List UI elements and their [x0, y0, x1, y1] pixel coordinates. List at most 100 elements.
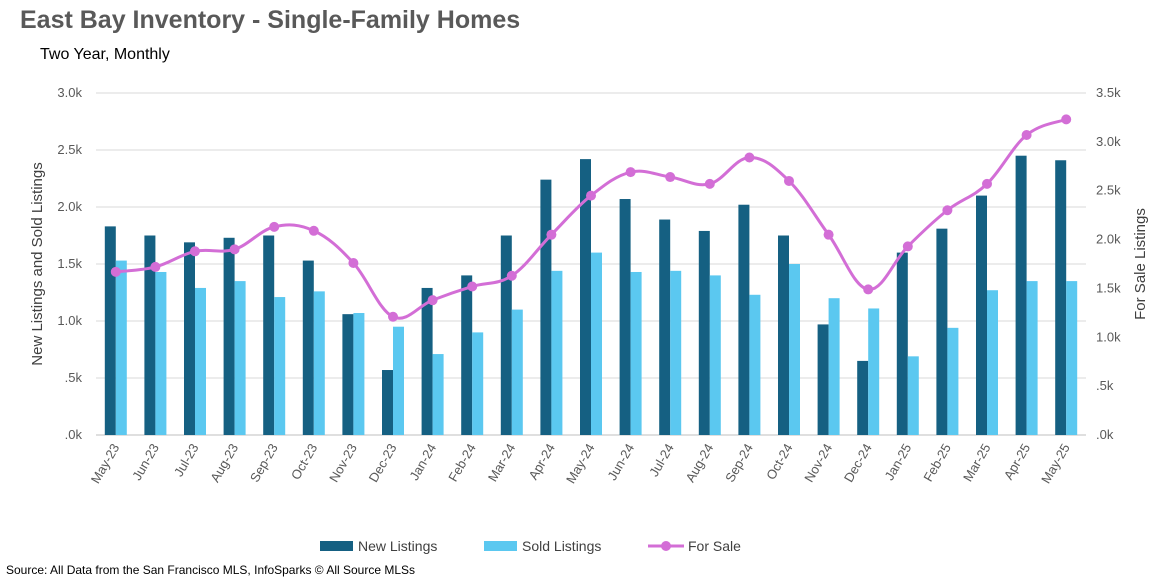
sold-listings-bar: [511, 309, 523, 435]
new-listings-bar: [619, 199, 631, 435]
for-sale-point: [546, 229, 557, 240]
legend-label: New Listings: [358, 538, 437, 554]
right-axis-ticks: .0k .5k 1.0k 1.5k 2.0k 2.5k 3.0k 3.5k: [1096, 85, 1121, 442]
new-listings-bar: [936, 228, 948, 435]
new-listings-bar: [976, 195, 987, 435]
x-tick-label: May-25: [1038, 441, 1073, 486]
left-axis-ticks: .0k .5k 1.0k 1.5k 2.0k 2.5k 3.0k: [57, 85, 82, 442]
y2-tick-label: 1.0k: [1096, 329, 1121, 344]
y2-tick-label: .0k: [1096, 427, 1114, 442]
source-note: Source: All Data from the San Francisco …: [6, 563, 416, 577]
y2-tick-label: 3.0k: [1096, 134, 1121, 149]
new-listings-bar: [698, 230, 710, 435]
new-listings-bar: [1055, 160, 1067, 435]
sold-listings-bar: [313, 291, 325, 435]
new-listings-bar: [540, 179, 552, 435]
new-listings-bar: [896, 252, 908, 435]
sold-listings-bar: [155, 271, 167, 435]
x-tick-label: Oct-24: [763, 441, 795, 482]
legend-swatch: [484, 541, 517, 551]
new-listings-bar: [1015, 155, 1027, 435]
chart-subtitle: Two Year, Monthly: [40, 46, 170, 63]
x-tick-label: Nov-24: [801, 441, 835, 485]
sold-listings-bar: [472, 332, 484, 435]
for-sale-line: [110, 114, 1072, 322]
for-sale-point: [506, 270, 517, 281]
legend-marker: [661, 541, 671, 551]
y-tick-label: 2.0k: [57, 199, 82, 214]
for-sale-point: [348, 258, 359, 269]
new-listings-bar: [580, 159, 591, 435]
x-tick-label: Mar-25: [960, 441, 994, 484]
legend-item-for-sale: For Sale: [648, 538, 741, 554]
for-sale-point: [784, 175, 794, 186]
sold-listings-bar: [551, 270, 563, 435]
x-tick-label: May-24: [563, 441, 598, 486]
sold-listings-bar: [907, 356, 919, 435]
for-sale-point: [982, 178, 992, 189]
x-axis-ticks: May-23 Jun-23 Jul-23 Aug-23 Sep-23 Oct-23 Nov-…: [88, 441, 1073, 486]
new-listings-bar: [857, 360, 869, 435]
new-listings-bar: [144, 235, 156, 435]
x-tick-label: Feb-25: [920, 441, 954, 484]
x-tick-label: May-23: [88, 441, 123, 486]
y2-tick-label: 3.5k: [1096, 85, 1121, 100]
for-sale-point: [942, 205, 953, 216]
sold-listings-bar: [789, 264, 800, 435]
for-sale-point: [863, 284, 874, 295]
for-sale-point: [744, 152, 755, 163]
new-listings-bar: [184, 242, 195, 435]
chart-title: East Bay Inventory - Single-Family Homes: [20, 6, 521, 34]
for-sale-point: [467, 281, 478, 292]
new-listings-bar: [302, 260, 314, 435]
x-tick-label: Sep-24: [722, 441, 756, 485]
x-tick-label: Aug-24: [682, 441, 716, 485]
sold-listings-bar: [353, 313, 365, 435]
for-sale-point: [665, 172, 676, 183]
y-tick-label: 2.5k: [57, 142, 82, 157]
x-tick-label: Aug-23: [207, 441, 241, 485]
new-listings-bar: [223, 237, 235, 435]
sold-listings-bar: [1066, 281, 1078, 435]
new-listings-bar: [382, 370, 393, 435]
y2-tick-label: 2.5k: [1096, 183, 1121, 198]
legend: New Listings Sold Listings For Sale: [320, 538, 741, 554]
new-listings-bar: [461, 275, 473, 435]
sold-listings-bar: [868, 308, 880, 435]
new-listings-bar: [778, 235, 789, 435]
x-tick-label: Apr-24: [525, 441, 558, 482]
legend-label: Sold Listings: [522, 538, 601, 554]
new-listings-bar: [104, 226, 116, 435]
new-listings-bar: [817, 324, 829, 435]
for-sale-point: [427, 295, 438, 306]
y-axis-title: New Listings and Sold Listings: [29, 162, 46, 365]
sold-listings-bar: [274, 297, 286, 435]
legend-item-sold-listings: Sold Listings: [484, 538, 601, 554]
y2-tick-label: .5k: [1096, 378, 1114, 393]
for-sale-point: [150, 261, 161, 272]
sold-listings-bar: [749, 294, 761, 435]
new-listings-bar: [500, 235, 512, 435]
for-sale-point: [388, 311, 398, 322]
y2-tick-label: 2.0k: [1096, 232, 1121, 247]
sold-listings-bar: [591, 252, 602, 435]
x-tick-label: Dec-24: [841, 441, 875, 485]
for-sale-point: [308, 225, 319, 236]
y-tick-label: 1.0k: [57, 313, 82, 328]
for-sale-point: [1061, 114, 1072, 125]
x-tick-label: Sep-23: [247, 441, 281, 485]
y-tick-label: .5k: [65, 370, 83, 385]
for-sale-point: [190, 246, 200, 257]
bars: [104, 155, 1078, 435]
sold-listings-bar: [987, 290, 998, 435]
sold-listings-bar: [709, 275, 721, 435]
x-tick-label: Jul-23: [171, 441, 202, 479]
legend-label: For Sale: [688, 538, 741, 554]
for-sale-point: [823, 229, 834, 240]
sold-listings-bar: [670, 270, 682, 435]
for-sale-point: [704, 178, 715, 189]
x-tick-label: Dec-23: [366, 441, 400, 485]
new-listings-bar: [659, 219, 671, 435]
y-tick-label: 3.0k: [57, 85, 82, 100]
sold-listings-bar: [195, 287, 206, 435]
